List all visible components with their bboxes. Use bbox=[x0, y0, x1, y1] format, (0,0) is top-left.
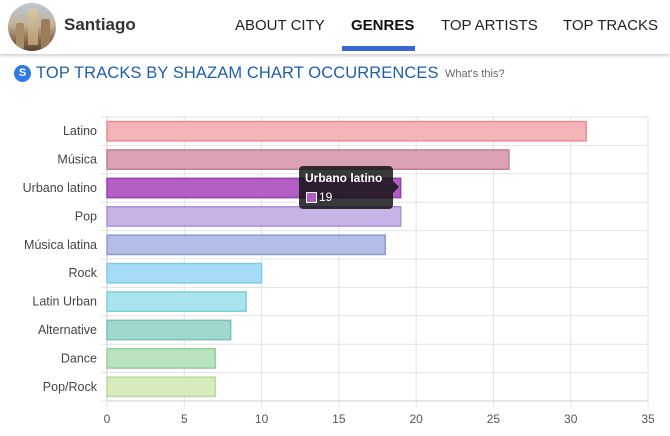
tab-about-city[interactable]: ABOUT CITY bbox=[235, 17, 325, 34]
tooltip-color-swatch bbox=[306, 192, 317, 203]
y-category-label: Alternative bbox=[38, 323, 97, 337]
whats-this-link[interactable]: What's this? bbox=[445, 68, 505, 80]
x-tick-label: 20 bbox=[409, 412, 423, 426]
tooltip-title: Urbano latino bbox=[305, 171, 383, 185]
x-tick-label: 5 bbox=[181, 412, 188, 426]
y-category-label: Música bbox=[57, 153, 97, 167]
bar bbox=[106, 120, 587, 142]
avatar-building bbox=[41, 19, 50, 49]
shazam-icon: S bbox=[14, 65, 31, 82]
tooltip-arrow bbox=[393, 181, 399, 193]
bar bbox=[106, 319, 232, 341]
y-category-label: Latino bbox=[63, 124, 97, 138]
y-category-label: Pop bbox=[75, 209, 97, 223]
x-tick-label: 25 bbox=[487, 412, 501, 426]
chart-labels: 0 5 10 15 20 25 30 35 Latino Música Urbano latino P… bbox=[23, 124, 655, 426]
x-tick-label: 15 bbox=[332, 412, 346, 426]
tooltip-value: 19 bbox=[319, 190, 333, 204]
tab-top-artists[interactable]: TOP ARTISTS bbox=[441, 17, 538, 34]
tab-top-tracks[interactable]: TOP TRACKS bbox=[563, 17, 659, 34]
bar bbox=[106, 347, 216, 369]
bar bbox=[106, 376, 216, 398]
x-tick-label: 30 bbox=[564, 412, 578, 426]
y-category-label: Latin Urban bbox=[32, 295, 97, 309]
section-title: TOP TRACKS BY SHAZAM CHART OCCURRENCES bbox=[36, 64, 439, 82]
city-name: Santiago bbox=[64, 15, 136, 34]
y-category-label: Música latina bbox=[24, 238, 97, 252]
y-category-label: Urbano latino bbox=[23, 181, 97, 195]
bar bbox=[106, 205, 402, 227]
y-category-label: Pop/Rock bbox=[43, 380, 98, 394]
bar bbox=[106, 262, 263, 284]
city-avatar[interactable] bbox=[8, 3, 56, 51]
avatar-building bbox=[16, 23, 24, 49]
active-tab-indicator bbox=[342, 46, 415, 51]
avatar-tower bbox=[28, 9, 38, 45]
y-category-label: Dance bbox=[61, 351, 97, 365]
y-category-label: Rock bbox=[69, 266, 98, 280]
top-nav-bar: Santiago ABOUT CITY GENRES TOP ARTISTS T… bbox=[0, 0, 670, 54]
tab-genres[interactable]: GENRES bbox=[351, 17, 415, 34]
x-tick-label: 35 bbox=[641, 412, 655, 426]
x-tick-label: 10 bbox=[255, 412, 269, 426]
chart-tooltip: Urbano latino 19 bbox=[299, 166, 393, 209]
x-tick-label: 0 bbox=[104, 412, 111, 426]
bar bbox=[106, 234, 386, 256]
bar bbox=[106, 291, 247, 313]
